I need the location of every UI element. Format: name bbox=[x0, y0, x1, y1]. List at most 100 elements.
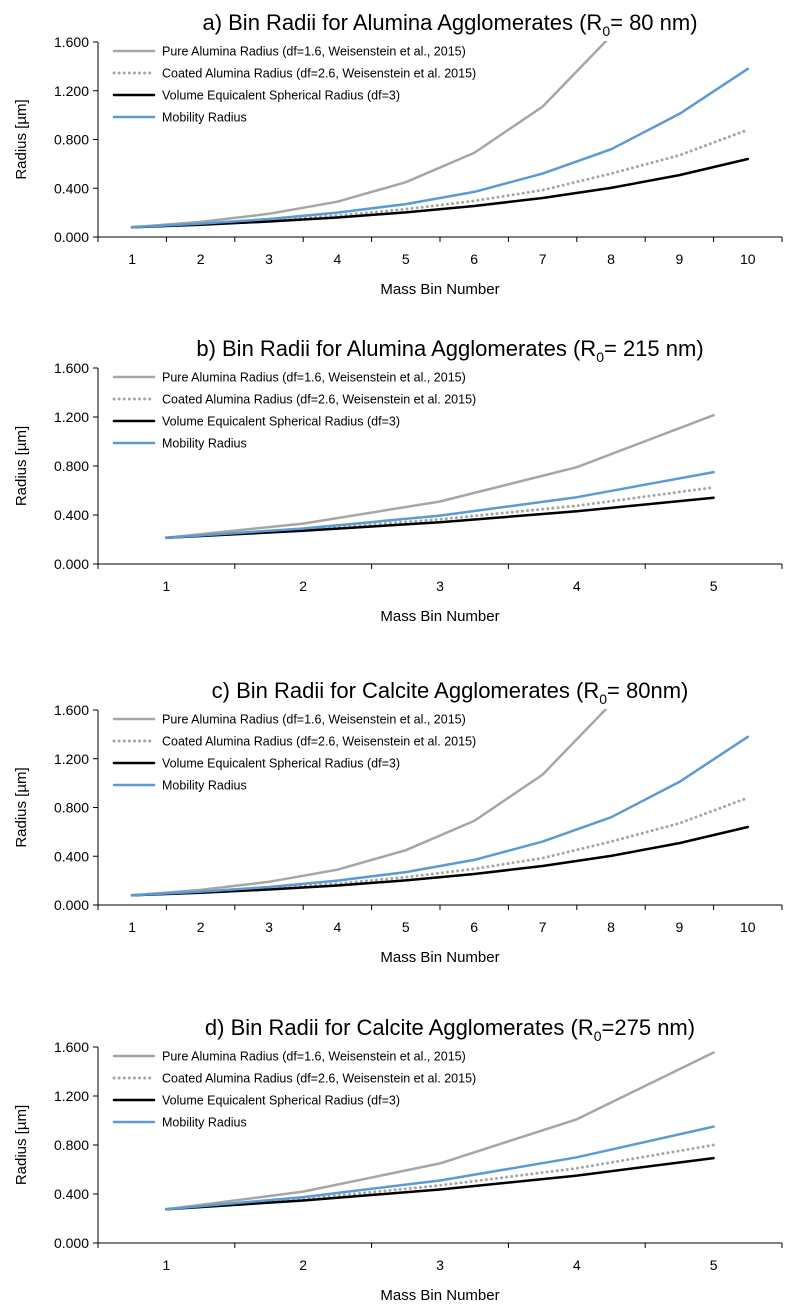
title-subscript: 0 bbox=[596, 349, 604, 365]
x-tick-label: 7 bbox=[539, 251, 547, 267]
x-tick-label: 1 bbox=[163, 578, 171, 594]
y-axis-label: Radius [µm] bbox=[13, 1105, 30, 1185]
title-tail: = 80 nm) bbox=[610, 10, 697, 35]
legend-label: Coated Alumina Radius (df=2.6, Weisenste… bbox=[162, 1072, 476, 1086]
chart-3: c) Bin Radii for Calcite Agglomerates (R… bbox=[13, 678, 783, 966]
y-tick-label: 0.800 bbox=[54, 132, 89, 148]
legend-label: Mobility Radius bbox=[162, 111, 247, 125]
x-tick-label: 1 bbox=[128, 251, 136, 267]
legend-label: Mobility Radius bbox=[162, 1116, 247, 1130]
series-line-3 bbox=[165, 496, 715, 539]
y-tick-label: 0.000 bbox=[54, 1235, 89, 1251]
legend-label: Pure Alumina Radius (df=1.6, Weisenstein… bbox=[162, 371, 466, 385]
y-tick-label: 1.200 bbox=[54, 751, 89, 767]
y-tick-label: 0.800 bbox=[54, 1137, 89, 1153]
y-tick-label: 1.600 bbox=[54, 1039, 89, 1055]
legend-label: Coated Alumina Radius (df=2.6, Weisenste… bbox=[162, 393, 476, 407]
y-tick-label: 1.600 bbox=[54, 360, 89, 376]
chart-title: a) Bin Radii for Alumina Agglomerates (R… bbox=[202, 10, 697, 39]
x-axis-label: Mass Bin Number bbox=[380, 608, 499, 625]
x-tick-label: 9 bbox=[676, 251, 684, 267]
y-tick-label: 0.800 bbox=[54, 458, 89, 474]
series-group bbox=[130, 709, 750, 897]
y-tick-label: 1.200 bbox=[54, 83, 89, 99]
chart-2: b) Bin Radii for Alumina Agglomerates (R… bbox=[13, 336, 783, 625]
legend-label: Volume Equicalent Spherical Radius (df=3… bbox=[162, 415, 400, 429]
series-group bbox=[130, 41, 750, 229]
x-tick-label: 10 bbox=[740, 919, 756, 935]
x-tick-label: 2 bbox=[197, 251, 205, 267]
series-line-1 bbox=[130, 41, 608, 229]
x-tick-label: 3 bbox=[436, 578, 444, 594]
y-tick-label: 1.200 bbox=[54, 409, 89, 425]
chart-1: a) Bin Radii for Alumina Agglomerates (R… bbox=[13, 10, 783, 298]
x-tick-label: 1 bbox=[163, 1257, 171, 1273]
chart-4: d) Bin Radii for Calcite Agglomerates (R… bbox=[13, 1015, 783, 1304]
x-tick-label: 5 bbox=[402, 251, 410, 267]
series-line-4 bbox=[130, 735, 750, 897]
y-axis-label: Radius [µm] bbox=[13, 99, 30, 179]
x-tick-label: 8 bbox=[607, 251, 615, 267]
legend-label: Pure Alumina Radius (df=1.6, Weisenstein… bbox=[162, 45, 466, 59]
title-main: a) Bin Radii for Alumina Agglomerates (R bbox=[202, 10, 602, 35]
x-tick-label: 5 bbox=[402, 919, 410, 935]
x-tick-label: 3 bbox=[265, 919, 273, 935]
y-axis-label: Radius [µm] bbox=[13, 767, 30, 847]
legend-label: Volume Equicalent Spherical Radius (df=3… bbox=[162, 89, 400, 103]
y-tick-label: 0.400 bbox=[54, 507, 89, 523]
title-subscript: 0 bbox=[594, 1028, 602, 1044]
x-tick-label: 8 bbox=[607, 919, 615, 935]
y-tick-label: 0.400 bbox=[54, 180, 89, 196]
legend-label: Coated Alumina Radius (df=2.6, Weisenste… bbox=[162, 735, 476, 749]
title-tail: = 215 nm) bbox=[604, 336, 704, 361]
chart-title: c) Bin Radii for Calcite Agglomerates (R… bbox=[212, 678, 689, 707]
series-line-3 bbox=[130, 825, 750, 897]
x-tick-label: 4 bbox=[573, 1257, 581, 1273]
x-axis-label: Mass Bin Number bbox=[380, 281, 499, 298]
title-subscript: 0 bbox=[599, 691, 607, 707]
series-group bbox=[164, 1051, 716, 1211]
y-tick-label: 1.600 bbox=[54, 702, 89, 718]
title-subscript: 0 bbox=[602, 23, 610, 39]
series-line-3 bbox=[165, 1156, 715, 1211]
x-axis-label: Mass Bin Number bbox=[380, 949, 499, 966]
y-tick-label: 0.000 bbox=[54, 897, 89, 913]
title-main: b) Bin Radii for Alumina Agglomerates (R bbox=[196, 336, 596, 361]
title-main: d) Bin Radii for Calcite Agglomerates (R bbox=[205, 1015, 594, 1040]
series-line-1 bbox=[165, 413, 715, 539]
legend-label: Volume Equicalent Spherical Radius (df=3… bbox=[162, 1094, 400, 1108]
x-tick-label: 9 bbox=[676, 919, 684, 935]
x-tick-label: 10 bbox=[740, 251, 756, 267]
x-tick-label: 6 bbox=[470, 251, 478, 267]
series-line-1 bbox=[130, 709, 608, 897]
x-tick-label: 5 bbox=[710, 1257, 718, 1273]
y-tick-label: 1.600 bbox=[54, 34, 89, 50]
y-tick-label: 0.800 bbox=[54, 800, 89, 816]
legend-label: Pure Alumina Radius (df=1.6, Weisenstein… bbox=[162, 1050, 466, 1064]
legend-label: Pure Alumina Radius (df=1.6, Weisenstein… bbox=[162, 713, 466, 727]
y-tick-label: 1.200 bbox=[54, 1088, 89, 1104]
x-tick-label: 4 bbox=[334, 919, 342, 935]
series-line-4 bbox=[130, 67, 750, 229]
series-line-4 bbox=[165, 470, 715, 539]
x-tick-label: 3 bbox=[436, 1257, 444, 1273]
x-axis-label: Mass Bin Number bbox=[380, 1287, 499, 1304]
y-tick-label: 0.000 bbox=[54, 229, 89, 245]
series-line-3 bbox=[130, 157, 750, 229]
series-group bbox=[164, 413, 716, 540]
legend-label: Coated Alumina Radius (df=2.6, Weisenste… bbox=[162, 67, 476, 81]
x-tick-label: 2 bbox=[299, 578, 307, 594]
x-tick-label: 4 bbox=[334, 251, 342, 267]
chart-title: b) Bin Radii for Alumina Agglomerates (R… bbox=[196, 336, 703, 365]
x-tick-label: 1 bbox=[128, 919, 136, 935]
x-tick-label: 6 bbox=[470, 919, 478, 935]
y-tick-label: 0.000 bbox=[54, 556, 89, 572]
title-tail: =275 nm) bbox=[602, 1015, 696, 1040]
series-line-4 bbox=[165, 1125, 715, 1211]
title-main: c) Bin Radii for Calcite Agglomerates (R bbox=[212, 678, 600, 703]
y-tick-label: 0.400 bbox=[54, 1186, 89, 1202]
y-axis-label: Radius [µm] bbox=[13, 426, 30, 506]
chart-title: d) Bin Radii for Calcite Agglomerates (R… bbox=[205, 1015, 695, 1044]
x-tick-label: 2 bbox=[197, 919, 205, 935]
